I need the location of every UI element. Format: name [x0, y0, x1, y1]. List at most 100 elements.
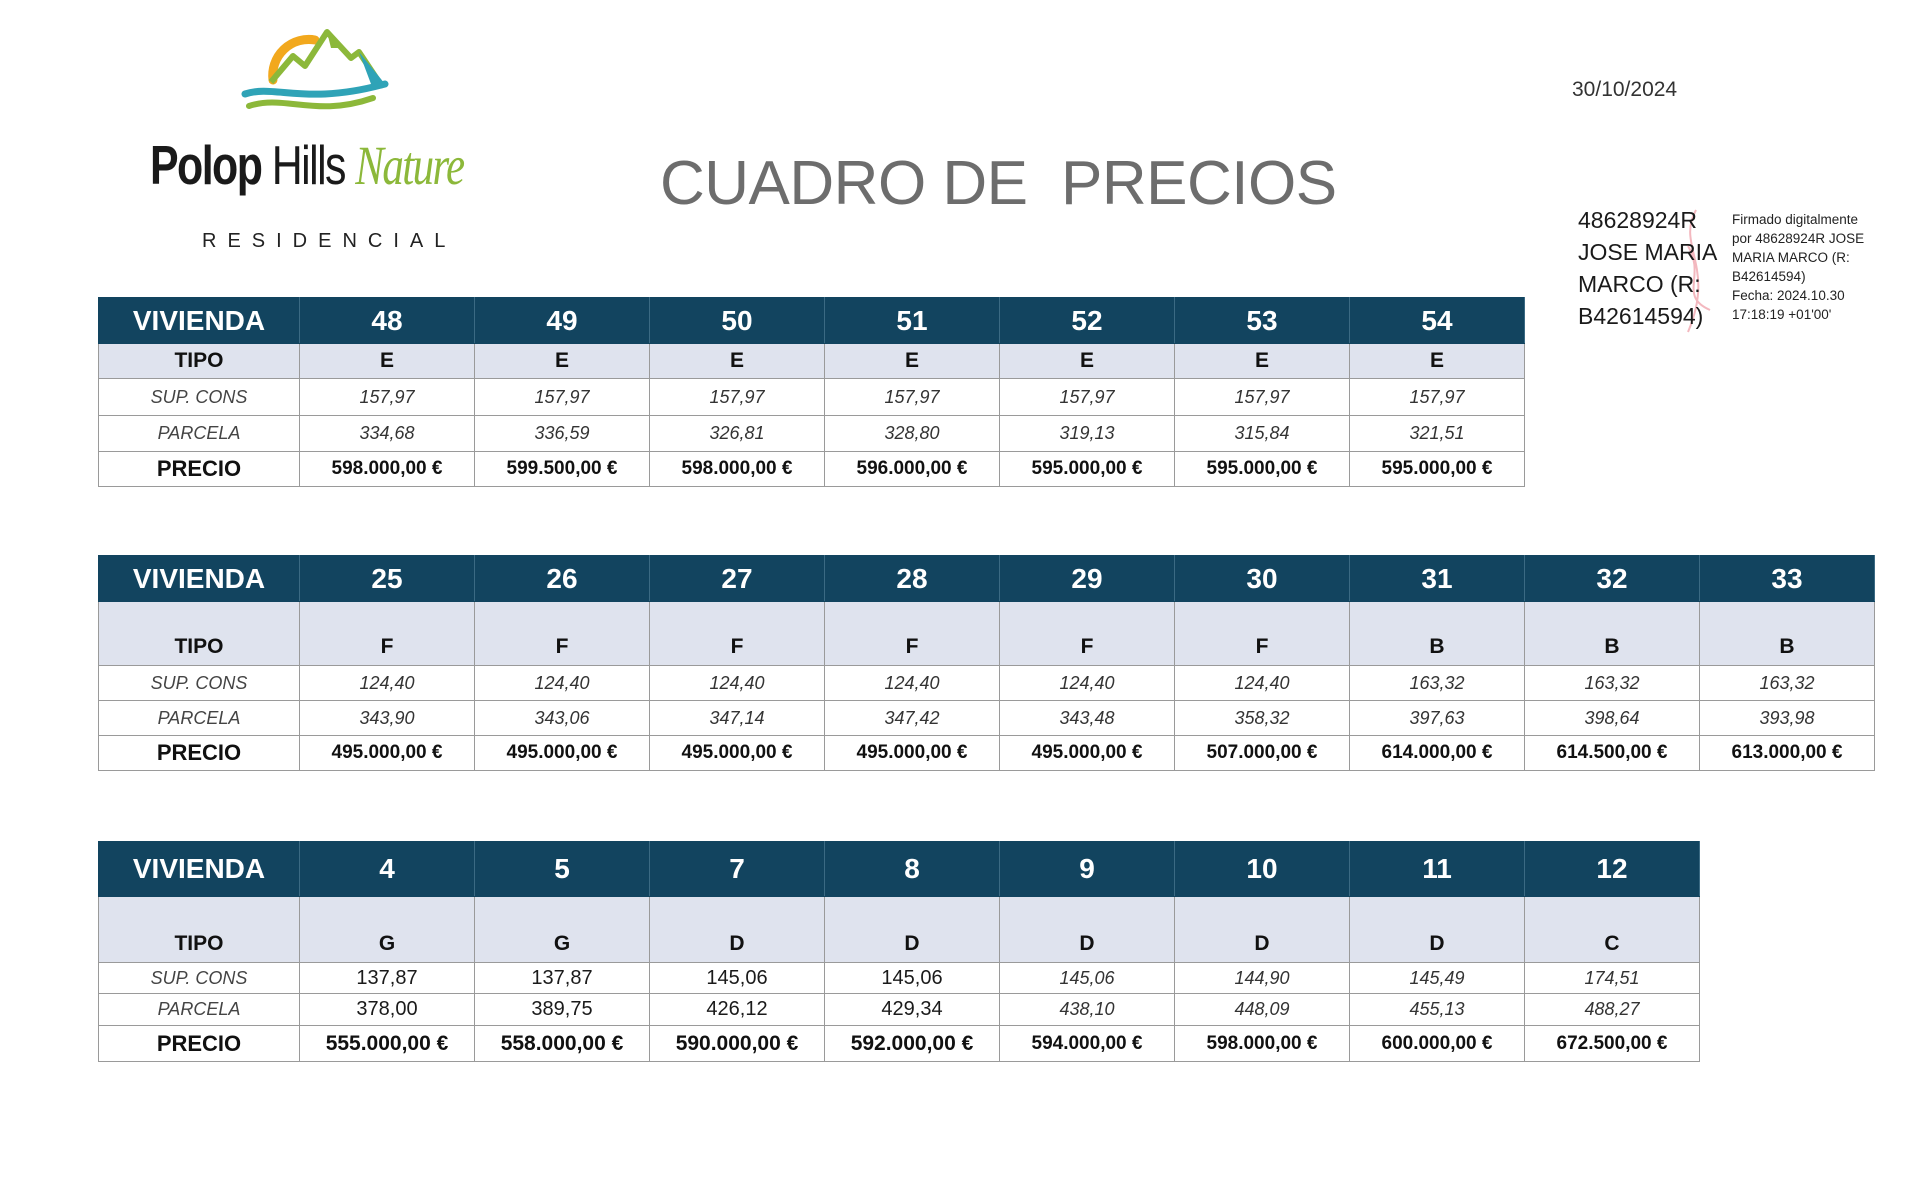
price-table-3: VIVIENDA 4 5 7 8 9 10 11 12 TIPO G G D D…: [98, 841, 1700, 1062]
precio-cell: 595.000,00 €: [999, 451, 1175, 487]
tipo-cell: F: [299, 601, 475, 666]
precio-cell: 555.000,00 €: [299, 1025, 475, 1062]
sup-cons-cell: 144,90: [1174, 962, 1350, 994]
brand-name: Polop Hills Nature: [150, 133, 465, 197]
brand-tagline: RESIDENCIAL: [202, 230, 457, 252]
precio-cell: 596.000,00 €: [824, 451, 1000, 487]
parcela-cell: 343,06: [474, 700, 650, 736]
precio-cell: 495.000,00 €: [649, 735, 825, 771]
tipo-cell: E: [1349, 343, 1525, 379]
precio-row: PRECIO 555.000,00 € 558.000,00 € 590.000…: [98, 1025, 1700, 1062]
tipo-cell: E: [299, 343, 475, 379]
vivienda-cell: 12: [1524, 841, 1700, 897]
precio-cell: 594.000,00 €: [999, 1025, 1175, 1062]
vivienda-cell: 26: [474, 555, 650, 602]
sup-cons-cell: 157,97: [1349, 378, 1525, 416]
precio-row: PRECIO 598.000,00 € 599.500,00 € 598.000…: [98, 451, 1525, 487]
mountain-sun-logo-icon: [241, 29, 389, 110]
tipo-cell: E: [649, 343, 825, 379]
vivienda-cell: 29: [999, 555, 1175, 602]
precio-cell: 495.000,00 €: [999, 735, 1175, 771]
brand-name-part3: Nature: [355, 135, 465, 196]
vivienda-label: VIVIENDA: [98, 297, 300, 344]
signature-flourish-icon: [1687, 209, 1711, 333]
document-date: 30/10/2024: [1572, 78, 1678, 101]
precio-cell: 672.500,00 €: [1524, 1025, 1700, 1062]
tipo-cell: E: [474, 343, 650, 379]
parcela-cell: 358,32: [1174, 700, 1350, 736]
tipo-cell: G: [299, 896, 475, 963]
precio-label: PRECIO: [98, 1025, 300, 1062]
precio-cell: 495.000,00 €: [474, 735, 650, 771]
sup-cons-row: SUP. CONS 157,97 157,97 157,97 157,97 15…: [98, 378, 1525, 416]
sup-cons-cell: 124,40: [999, 665, 1175, 701]
signature-note-line: 17:18:19 +01'00': [1732, 307, 1832, 322]
tipo-row: TIPO G G D D D D D C: [98, 896, 1700, 963]
parcela-cell: 347,14: [649, 700, 825, 736]
signer-name-line: B42614594): [1578, 303, 1704, 329]
sup-cons-cell: 124,40: [649, 665, 825, 701]
tipo-cell: C: [1524, 896, 1700, 963]
parcela-row: PARCELA 378,00 389,75 426,12 429,34 438,…: [98, 993, 1700, 1026]
vivienda-label: VIVIENDA: [98, 555, 300, 602]
sup-cons-cell: 157,97: [1174, 378, 1350, 416]
vivienda-cell: 10: [1174, 841, 1350, 897]
tipo-label: TIPO: [98, 343, 300, 379]
precio-cell: 595.000,00 €: [1349, 451, 1525, 487]
sup-cons-label: SUP. CONS: [98, 665, 300, 701]
parcela-cell: 326,81: [649, 415, 825, 452]
tipo-cell: E: [1174, 343, 1350, 379]
precio-cell: 599.500,00 €: [474, 451, 650, 487]
parcela-cell: 397,63: [1349, 700, 1525, 736]
vivienda-row: VIVIENDA 4 5 7 8 9 10 11 12: [98, 841, 1700, 897]
tipo-cell: D: [824, 896, 1000, 963]
parcela-cell: 347,42: [824, 700, 1000, 736]
parcela-cell: 448,09: [1174, 993, 1350, 1026]
parcela-cell: 343,90: [299, 700, 475, 736]
tipo-cell: E: [824, 343, 1000, 379]
precio-cell: 614.500,00 €: [1524, 735, 1700, 771]
tipo-cell: D: [1174, 896, 1350, 963]
precio-row: PRECIO 495.000,00 € 495.000,00 € 495.000…: [98, 735, 1875, 771]
brand-logo: Polop Hills Nature RESIDENCIAL: [150, 18, 490, 252]
signer-name: 48628924R JOSE MARIA MARCO (R: B42614594…: [1578, 204, 1728, 332]
sup-cons-cell: 137,87: [299, 962, 475, 994]
vivienda-cell: 4: [299, 841, 475, 897]
tipo-label: TIPO: [98, 601, 300, 666]
sup-cons-cell: 145,06: [824, 962, 1000, 994]
vivienda-cell: 50: [649, 297, 825, 344]
vivienda-cell: 30: [1174, 555, 1350, 602]
vivienda-cell: 51: [824, 297, 1000, 344]
tipo-cell: B: [1349, 601, 1525, 666]
brand-name-part1: Polop: [150, 134, 263, 196]
precio-label: PRECIO: [98, 451, 300, 487]
tipo-cell: E: [999, 343, 1175, 379]
sup-cons-row: SUP. CONS 124,40 124,40 124,40 124,40 12…: [98, 665, 1875, 701]
vivienda-cell: 49: [474, 297, 650, 344]
parcela-cell: 488,27: [1524, 993, 1700, 1026]
precio-cell: 613.000,00 €: [1699, 735, 1875, 771]
vivienda-cell: 28: [824, 555, 1000, 602]
vivienda-label: VIVIENDA: [98, 841, 300, 897]
vivienda-cell: 5: [474, 841, 650, 897]
tipo-cell: D: [1349, 896, 1525, 963]
sup-cons-cell: 124,40: [824, 665, 1000, 701]
precio-label: PRECIO: [98, 735, 300, 771]
parcela-cell: 334,68: [299, 415, 475, 452]
sup-cons-cell: 124,40: [1174, 665, 1350, 701]
sup-cons-cell: 157,97: [299, 378, 475, 416]
sup-cons-cell: 157,97: [824, 378, 1000, 416]
parcela-cell: 378,00: [299, 993, 475, 1026]
vivienda-cell: 25: [299, 555, 475, 602]
price-table-2: VIVIENDA 25 26 27 28 29 30 31 32 33 TIPO…: [98, 555, 1875, 771]
tipo-row: TIPO F F F F F F B B B: [98, 601, 1875, 666]
signer-name-line: MARCO (R:: [1578, 271, 1701, 297]
parcela-cell: 336,59: [474, 415, 650, 452]
tipo-row: TIPO E E E E E E E: [98, 343, 1525, 379]
precio-cell: 558.000,00 €: [474, 1025, 650, 1062]
sup-cons-cell: 163,32: [1524, 665, 1700, 701]
parcela-cell: 319,13: [999, 415, 1175, 452]
tipo-cell: F: [1174, 601, 1350, 666]
tipo-cell: F: [474, 601, 650, 666]
sup-cons-cell: 163,32: [1699, 665, 1875, 701]
